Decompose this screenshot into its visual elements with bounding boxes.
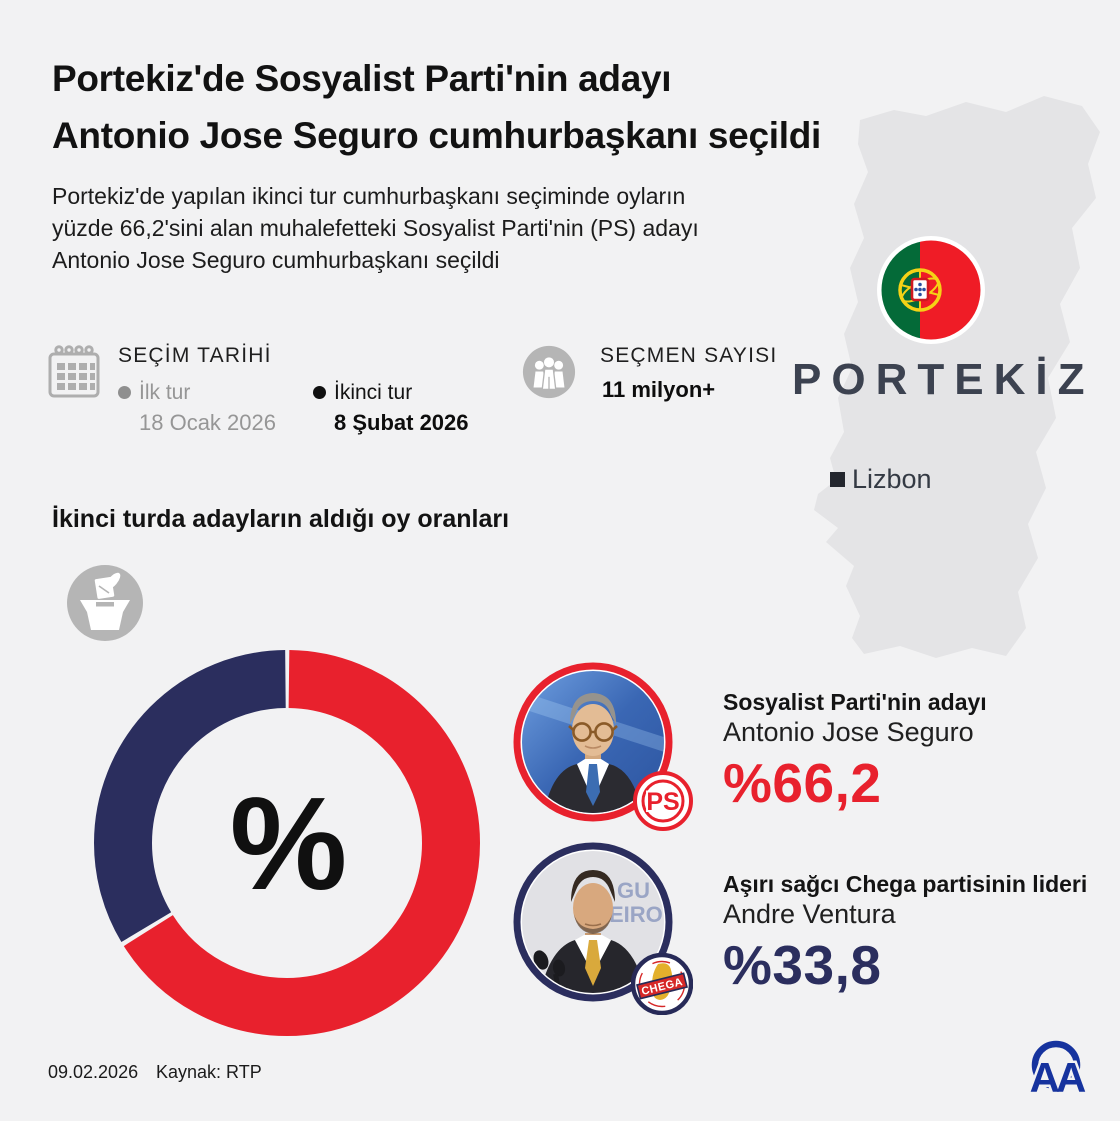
round2-block: İkinci tur 8 Şubat 2026 xyxy=(313,381,469,436)
candidate-1-name: Antonio Jose Seguro xyxy=(723,717,974,747)
ballot-box-icon xyxy=(67,565,143,641)
portugal-map-shape xyxy=(814,96,1100,658)
capital-marker: Lizbon xyxy=(830,464,932,495)
candidate-2-name: Andre Ventura xyxy=(723,899,896,929)
page-title: Portekiz'de Sosyalist Parti'nin adayı An… xyxy=(52,58,821,156)
svg-text:EIRO: EIRO xyxy=(609,902,663,927)
donut-center-label: % xyxy=(229,769,347,917)
donut-segment-seguro xyxy=(94,650,480,1036)
country-name: PORTEKİZ xyxy=(792,355,1095,404)
calendar-icon xyxy=(48,345,100,398)
candidate-2-share: %33,8 xyxy=(723,934,882,996)
ps-badge-label: PS xyxy=(646,788,679,816)
round2-label: İkinci tur xyxy=(334,381,413,404)
candidate-2-block: Aşırı sağcı Chega partisinin lideri Andr… xyxy=(723,870,1103,995)
donut-segment-ventura xyxy=(94,650,480,1036)
round2-date: 8 Şubat 2026 xyxy=(334,410,469,435)
photo-andre-ventura: GU EIRO xyxy=(513,842,673,1002)
round2-bullet-icon xyxy=(313,386,326,399)
portugal-map xyxy=(814,96,1100,658)
voters-label: SEÇMEN SAYISI xyxy=(600,344,778,367)
results-section-title: İkinci turda adayların aldığı oy oranlar… xyxy=(52,505,510,533)
candidate-1-party-label: Sosyalist Parti'nin adayı xyxy=(723,689,987,715)
capital-name: Lizbon xyxy=(852,464,932,494)
aa-logo-text: AA xyxy=(1030,1054,1086,1101)
svg-text:GU: GU xyxy=(617,878,650,903)
chega-party-badge: CHEGA xyxy=(631,953,693,1015)
footer-source: Kaynak: RTP xyxy=(156,1062,262,1082)
summary-text: Portekiz'de yapılan ikinci tur cumhurbaş… xyxy=(52,183,699,273)
round1-label: İlk tur xyxy=(139,381,191,404)
election-date-label: SEÇİM TARİHİ xyxy=(118,344,272,367)
round1-bullet-icon xyxy=(118,386,131,399)
capital-square-icon xyxy=(830,472,845,487)
voters-icon xyxy=(522,345,576,399)
vote-share-donut-chart xyxy=(94,650,480,1036)
portugal-flag-icon xyxy=(877,236,985,344)
voters-value: 11 milyon+ xyxy=(602,377,716,402)
round1-block: İlk tur 18 Ocak 2026 xyxy=(118,381,276,436)
ps-party-badge: PS xyxy=(633,771,693,831)
footer-date: 09.02.2026 xyxy=(48,1062,139,1082)
aa-agency-logo: AA xyxy=(1027,1040,1092,1102)
candidate-1-share: %66,2 xyxy=(723,752,882,814)
candidate-2-party-label: Aşırı sağcı Chega partisinin lideri xyxy=(723,871,1088,897)
round1-date: 18 Ocak 2026 xyxy=(139,410,276,435)
candidate-1-block: Sosyalist Parti'nin adayı Antonio Jose S… xyxy=(723,688,1103,813)
